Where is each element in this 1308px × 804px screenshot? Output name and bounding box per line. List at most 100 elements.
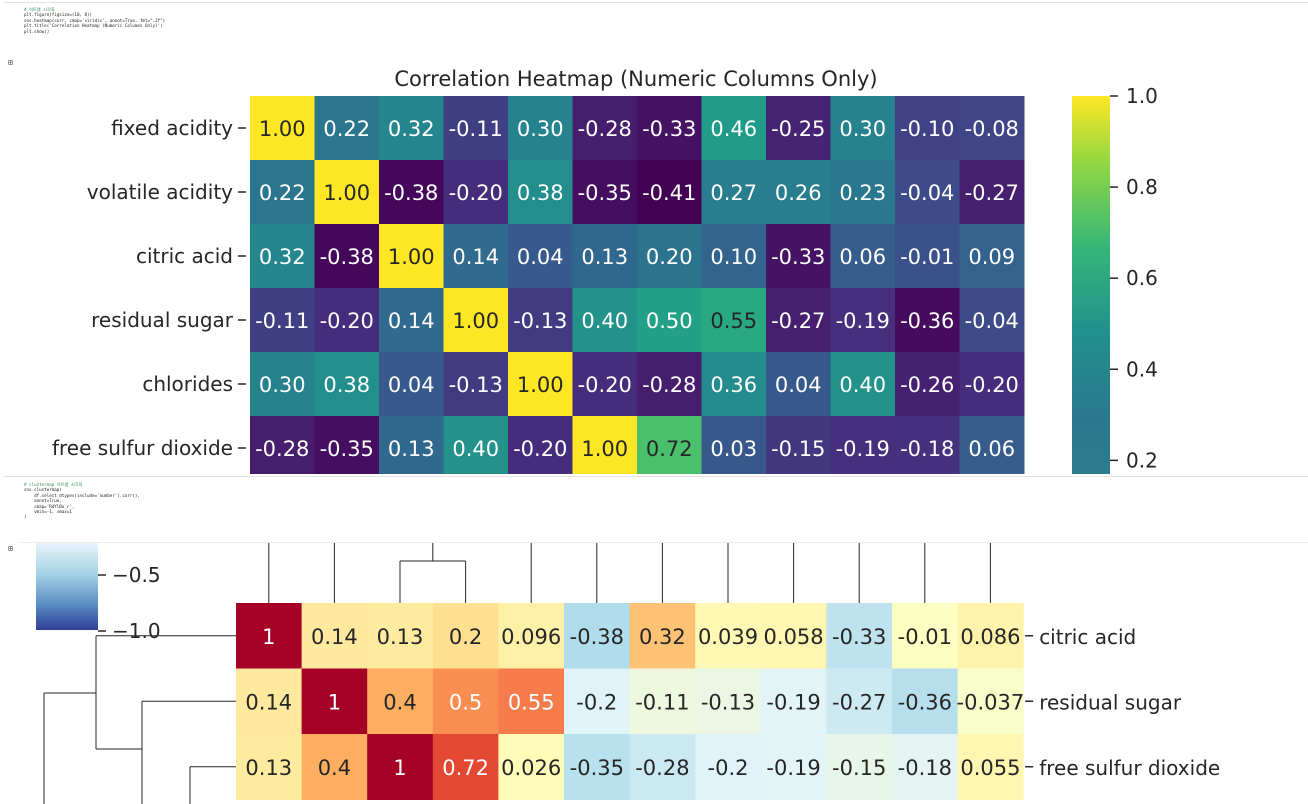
heatmap-cell <box>379 288 444 353</box>
colorbar-tick-label: 0.6 <box>1126 266 1158 290</box>
cell-annotation: 1.00 <box>259 117 306 141</box>
cell-annotation: 0.039 <box>698 625 758 649</box>
cell-annotation: 0.04 <box>517 245 564 269</box>
heatmap-cell <box>959 224 1025 289</box>
heatmap-cell <box>443 352 509 417</box>
heatmap-cell <box>564 603 631 669</box>
code-line: plt.show() <box>24 28 50 34</box>
heatmap-cell <box>826 734 893 800</box>
heatmap-cell <box>314 160 380 225</box>
heatmap-cell <box>572 224 638 289</box>
code-line: ) <box>24 514 27 520</box>
colorbar-tick-label: 0.2 <box>1126 448 1158 472</box>
cell-annotation: -0.27 <box>965 181 1019 205</box>
heatmap-cell <box>301 668 368 735</box>
cell-annotation: 0.46 <box>710 117 757 141</box>
cell-annotation: 0.40 <box>581 309 628 333</box>
heatmap-cell <box>314 96 380 161</box>
correlation-heatmap: Correlation Heatmap (Numeric Columns Onl… <box>52 67 1158 474</box>
code-line: vmin=-1, vmax=1 <box>24 509 72 515</box>
heatmap-cell <box>830 288 896 353</box>
heatmap-cell <box>629 734 696 800</box>
cell-annotation: 0.058 <box>764 625 824 649</box>
heatmap-cell <box>250 352 315 417</box>
heatmap-cell <box>959 416 1025 474</box>
cell-annotation: 0.09 <box>968 245 1015 269</box>
cell-annotation: -0.15 <box>832 756 886 780</box>
heatmap-cell <box>508 160 573 225</box>
colorbar-tick-label: 1.0 <box>1126 84 1158 108</box>
heatmap-cell <box>432 734 499 800</box>
heatmap-cell <box>379 416 444 474</box>
cell-annotation: -0.36 <box>900 309 954 333</box>
heatmap-cell <box>957 668 1024 735</box>
output-toggle-icon[interactable]: ⊞ <box>8 544 13 553</box>
output-toggle-icon[interactable]: ⊞ <box>8 58 13 67</box>
cell-annotation: 0.06 <box>839 245 886 269</box>
heatmap-cell <box>895 160 960 225</box>
heatmap-cell <box>637 224 702 289</box>
heatmap-cell <box>572 288 638 353</box>
cell-annotation: 1.00 <box>323 181 370 205</box>
cell-annotation: 0.20 <box>646 245 693 269</box>
cell-annotation: -0.18 <box>898 756 952 780</box>
cell-annotation: 1.00 <box>581 437 628 461</box>
colorbar-tick-label: 0.8 <box>1126 175 1158 199</box>
heatmap-cell <box>701 224 767 289</box>
heatmap-cell <box>367 734 434 800</box>
heatmap-cell <box>572 160 638 225</box>
cell-divider <box>4 476 1308 477</box>
heatmap-cell <box>701 96 767 161</box>
heatmap-cell <box>701 160 767 225</box>
heatmap-cell <box>766 224 831 289</box>
heatmap-cell <box>236 668 303 735</box>
cell-annotation: 0.13 <box>388 437 435 461</box>
cell-annotation: 0.06 <box>968 437 1015 461</box>
cell-annotation: -0.28 <box>642 373 696 397</box>
cell-annotation: -0.01 <box>900 245 954 269</box>
row-label: chlorides <box>142 372 233 396</box>
row-label: free sulfur dioxide <box>52 436 233 460</box>
cell-annotation: -0.33 <box>642 117 696 141</box>
cell-annotation: 0.38 <box>517 181 564 205</box>
heatmap-cell <box>637 288 702 353</box>
cell-annotation: 0.4 <box>383 690 416 714</box>
chart-title: Correlation Heatmap (Numeric Columns Onl… <box>394 67 877 91</box>
heatmap-cell <box>250 224 315 289</box>
heatmap-cell <box>959 352 1025 417</box>
code-line: sns.clustermap( <box>24 487 62 493</box>
cell-annotation: 0.27 <box>710 181 757 205</box>
cell-annotation: -0.18 <box>900 437 954 461</box>
cell-annotation: -0.19 <box>766 690 820 714</box>
cell-annotation: -0.38 <box>570 625 624 649</box>
cell-annotation: -0.15 <box>771 437 825 461</box>
cell-annotation: -0.38 <box>384 181 438 205</box>
cell-annotation: -0.13 <box>701 690 755 714</box>
cell-annotation: 0.10 <box>710 245 757 269</box>
heatmap-cell <box>760 734 827 800</box>
code-cell-2-source[interactable]: # clustermap 히트맵 시각화 sns.clustermap( df.s… <box>24 482 140 520</box>
heatmap-cell <box>498 734 565 800</box>
cell-annotation: -0.2 <box>576 690 617 714</box>
heatmap-cell <box>250 416 315 474</box>
code-line: # clustermap 히트맵 시각화 <box>24 482 83 487</box>
heatmap-cell <box>564 734 631 800</box>
heatmap-cell <box>508 416 573 474</box>
heatmap-cell <box>367 668 434 735</box>
heatmap-cell <box>508 224 573 289</box>
heatmap-cell <box>314 416 380 474</box>
heatmap-cell <box>564 668 631 735</box>
cell-annotation: -0.13 <box>449 373 503 397</box>
heatmap-cell <box>895 96 960 161</box>
code-cell-1-source[interactable]: # 히트맵 시각화 plt.figure(figsize=(10, 8)) sns.… <box>24 7 165 34</box>
heatmap-cell <box>432 603 499 669</box>
cell-annotation: -0.19 <box>766 756 820 780</box>
heatmap-cell <box>766 416 831 474</box>
heatmap-cell <box>959 160 1025 225</box>
code-line: annot=True, <box>24 498 62 504</box>
cell-annotation: 1.00 <box>388 245 435 269</box>
heatmap-cell <box>637 416 702 474</box>
cell-annotation: -0.04 <box>965 309 1019 333</box>
heatmap-cell <box>760 603 827 669</box>
heatmap-cell <box>701 352 767 417</box>
